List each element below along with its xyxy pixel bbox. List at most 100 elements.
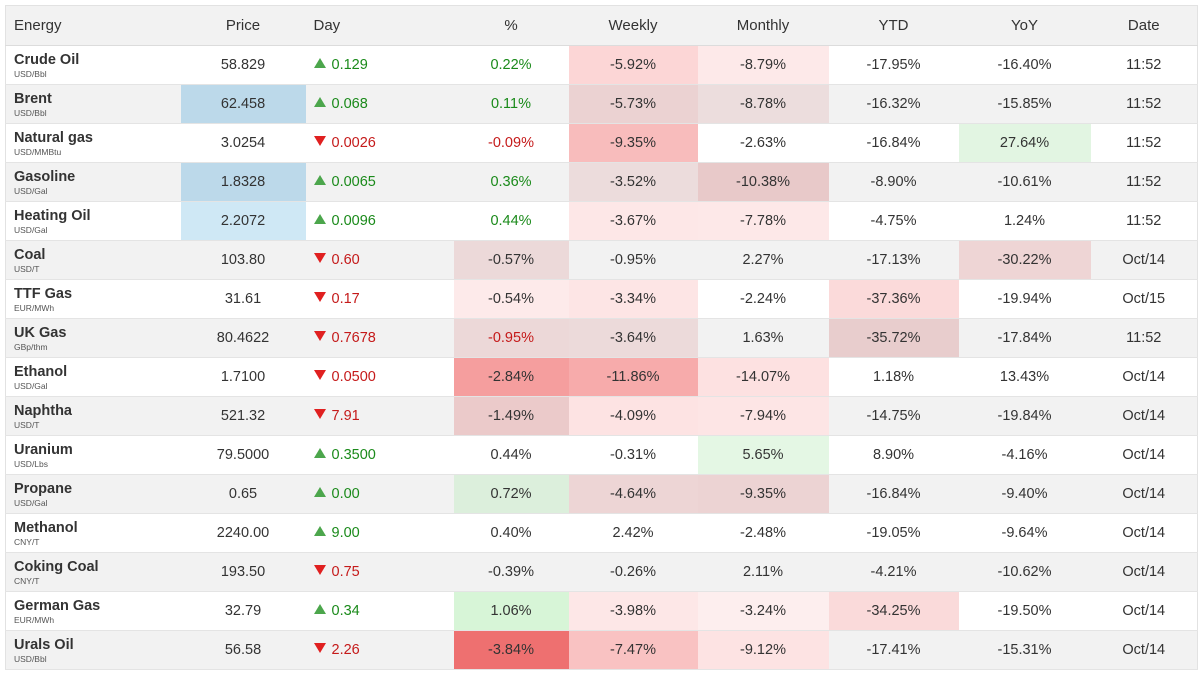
table-row: Brent USD/Bbl 62.458 0.068 0.11% -5.73% -8.78%… xyxy=(5,84,1198,124)
day-cell: 9.00 xyxy=(305,513,454,553)
day-cell: 7.91 xyxy=(305,396,454,436)
column-header: Price xyxy=(180,5,306,46)
column-header: YoY xyxy=(958,5,1091,46)
column-header: Weekly xyxy=(568,5,698,46)
pct-cell: 0.40% xyxy=(453,513,569,553)
weekly-cell: -0.31% xyxy=(568,435,698,475)
commodity-name: Ethanol xyxy=(14,364,68,380)
name-cell: UK Gas GBp/thm xyxy=(5,318,181,358)
day-cell: 0.7678 xyxy=(305,318,454,358)
name-cell: TTF Gas EUR/MWh xyxy=(5,279,181,319)
commodity-unit: USD/Bbl xyxy=(14,108,47,118)
monthly-cell: -9.12% xyxy=(697,630,829,670)
price-cell: 58.829 xyxy=(180,45,306,85)
pct-cell: 0.44% xyxy=(453,201,569,241)
table-row: German Gas EUR/MWh 32.79 0.34 1.06% -3.98% -3.… xyxy=(5,591,1198,631)
price-cell: 521.32 xyxy=(180,396,306,436)
day-cell: 0.17 xyxy=(305,279,454,319)
commodity-unit: GBp/thm xyxy=(14,342,48,352)
commodity-name: Uranium xyxy=(14,442,73,458)
table-row: Gasoline USD/Gal 1.8328 0.0065 0.36% -3.52% -1… xyxy=(5,162,1198,202)
table-row: Ethanol USD/Gal 1.7100 0.0500 -2.84% -11.86% -… xyxy=(5,357,1198,397)
monthly-cell: -8.78% xyxy=(697,84,829,124)
day-change: 0.34 xyxy=(331,603,360,619)
day-change: 0.0096 xyxy=(331,213,376,229)
day-cell: 0.129 xyxy=(305,45,454,85)
commodity-unit: USD/Gal xyxy=(14,381,48,391)
date-cell: 11:52 xyxy=(1090,201,1198,241)
commodity-unit: EUR/MWh xyxy=(14,615,55,625)
yoy-cell: 27.64% xyxy=(958,123,1091,163)
date-cell: Oct/14 xyxy=(1090,357,1198,397)
header-row: Energy Price Day% Weekly Monthly YTD YoY Date xyxy=(5,5,1198,46)
pct-cell: -3.84% xyxy=(453,630,569,670)
day-change: 0.129 xyxy=(331,57,368,73)
pct-cell: 1.06% xyxy=(453,591,569,631)
date-cell: Oct/14 xyxy=(1090,591,1198,631)
pct-cell: -0.95% xyxy=(453,318,569,358)
weekly-cell: -3.98% xyxy=(568,591,698,631)
name-cell: Coking Coal CNY/T xyxy=(5,552,181,592)
yoy-cell: -9.40% xyxy=(958,474,1091,514)
commodity-name: UK Gas xyxy=(14,325,67,341)
direction-arrow xyxy=(313,565,326,575)
name-cell: German Gas EUR/MWh xyxy=(5,591,181,631)
name-cell: Ethanol USD/Gal xyxy=(5,357,181,397)
weekly-cell: -7.47% xyxy=(568,630,698,670)
day-cell: 0.0026 xyxy=(305,123,454,163)
direction-arrow xyxy=(313,175,326,185)
column-header: Energy xyxy=(5,5,181,46)
name-cell: Uranium USD/Lbs xyxy=(5,435,181,475)
price-cell: 32.79 xyxy=(180,591,306,631)
name-cell: Gasoline USD/Gal xyxy=(5,162,181,202)
direction-arrow xyxy=(313,136,326,146)
direction-arrow xyxy=(313,604,326,614)
day-change: 0.17 xyxy=(331,291,360,307)
name-cell: Heating Oil USD/Gal xyxy=(5,201,181,241)
monthly-cell: -14.07% xyxy=(697,357,829,397)
commodity-name: Naphtha xyxy=(14,403,72,419)
price-cell: 31.61 xyxy=(180,279,306,319)
yoy-cell: -19.50% xyxy=(958,591,1091,631)
weekly-cell: -4.09% xyxy=(568,396,698,436)
pct-cell: 0.22% xyxy=(453,45,569,85)
day-cell: 0.0096 xyxy=(305,201,454,241)
ytd-cell: -17.41% xyxy=(828,630,959,670)
commodity-unit: CNY/T xyxy=(14,537,40,547)
monthly-cell: -7.94% xyxy=(697,396,829,436)
date-cell: Oct/14 xyxy=(1090,396,1198,436)
date-cell: 11:52 xyxy=(1090,318,1198,358)
ytd-cell: -17.13% xyxy=(828,240,959,280)
weekly-cell: -5.92% xyxy=(568,45,698,85)
table-row: TTF Gas EUR/MWh 31.61 0.17 -0.54% -3.34% -2.24… xyxy=(5,279,1198,319)
yoy-cell: 1.24% xyxy=(958,201,1091,241)
direction-arrow xyxy=(313,370,326,380)
day-change: 0.75 xyxy=(331,564,360,580)
weekly-cell: -11.86% xyxy=(568,357,698,397)
date-cell: 11:52 xyxy=(1090,45,1198,85)
commodity-unit: USD/Bbl xyxy=(14,69,47,79)
commodity-name: TTF Gas xyxy=(14,286,73,302)
day-cell: 2.26 xyxy=(305,630,454,670)
weekly-cell: -9.35% xyxy=(568,123,698,163)
commodity-unit: USD/Gal xyxy=(14,186,48,196)
commodity-name: Brent xyxy=(14,91,52,107)
commodity-unit: EUR/MWh xyxy=(14,303,55,313)
weekly-cell: -3.64% xyxy=(568,318,698,358)
price-cell: 62.458 xyxy=(180,84,306,124)
column-header: Date xyxy=(1090,5,1198,46)
name-cell: Propane USD/Gal xyxy=(5,474,181,514)
pct-cell: -0.39% xyxy=(453,552,569,592)
commodity-unit: USD/Lbs xyxy=(14,459,49,469)
price-cell: 1.8328 xyxy=(180,162,306,202)
yoy-cell: -15.31% xyxy=(958,630,1091,670)
ytd-cell: -14.75% xyxy=(828,396,959,436)
commodity-name: Urals Oil xyxy=(14,637,74,653)
price-cell: 103.80 xyxy=(180,240,306,280)
date-cell: Oct/14 xyxy=(1090,240,1198,280)
column-header: Monthly xyxy=(697,5,829,46)
day-change: 7.91 xyxy=(331,408,360,424)
weekly-cell: 2.42% xyxy=(568,513,698,553)
direction-arrow xyxy=(313,58,326,68)
pct-cell: -0.57% xyxy=(453,240,569,280)
